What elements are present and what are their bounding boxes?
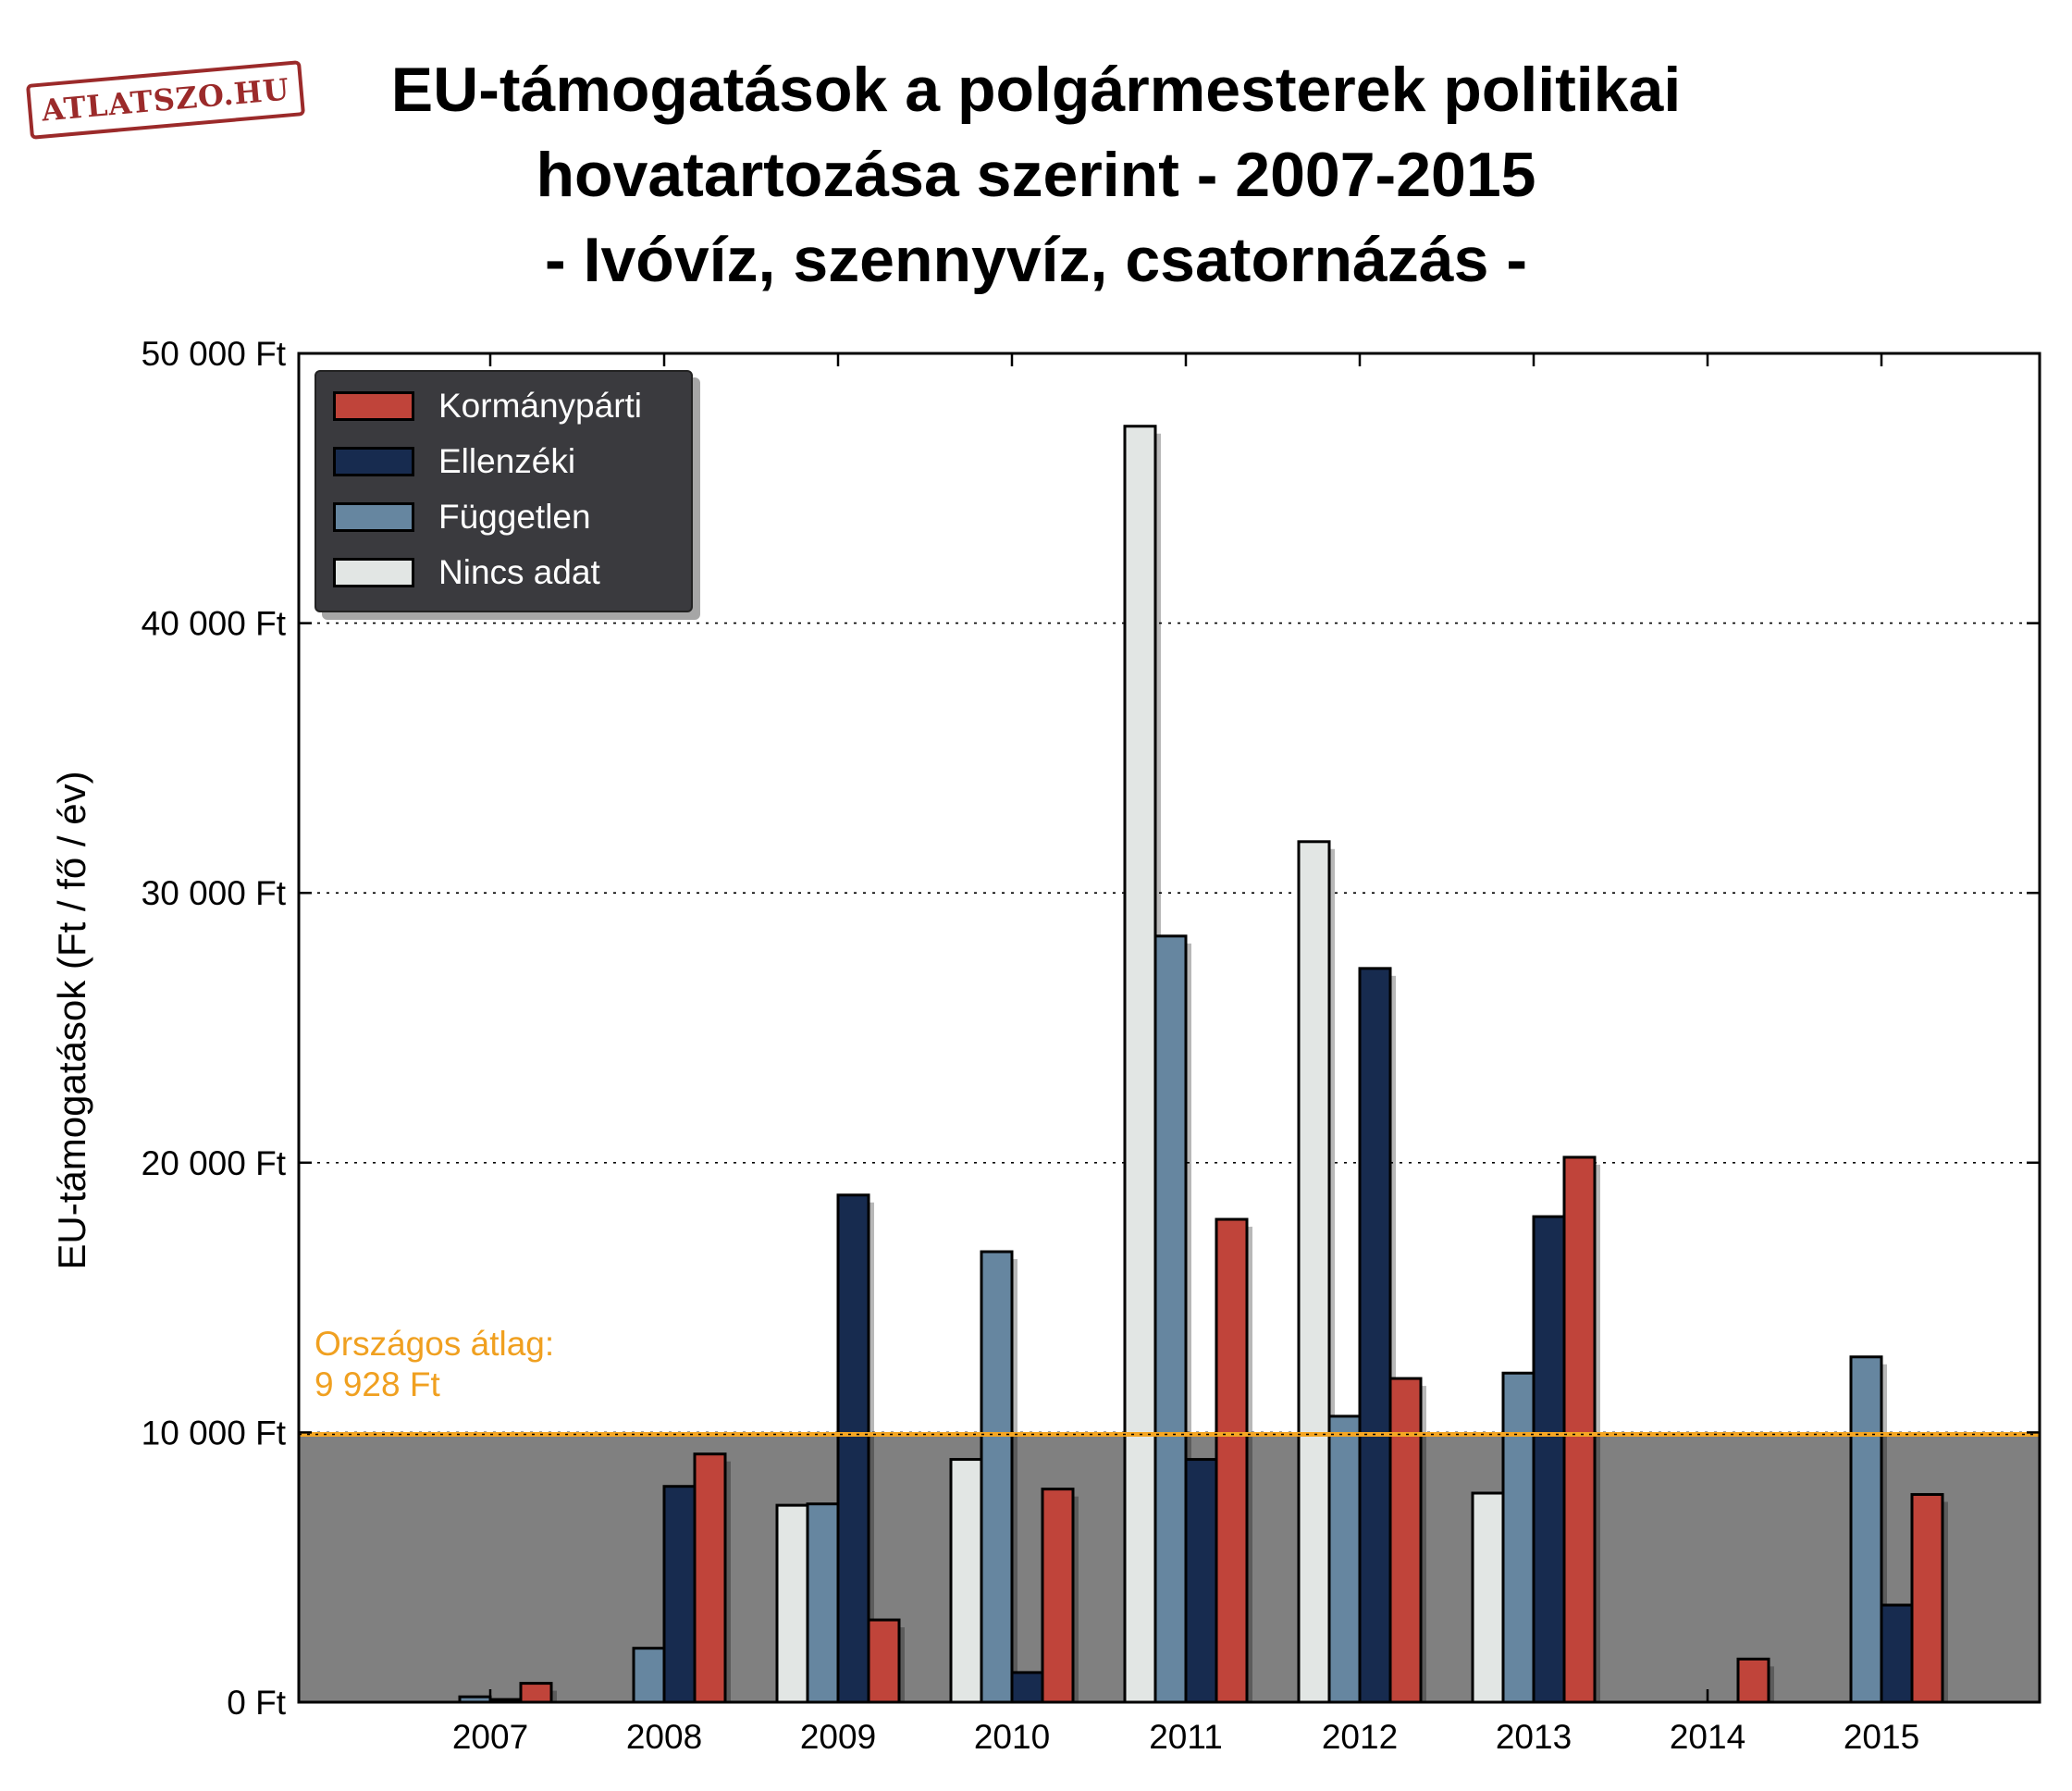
chart-title-line-1: EU-támogatások a polgármesterek politika… — [390, 55, 1682, 125]
bar — [836, 1193, 870, 1704]
bar — [1123, 425, 1157, 1704]
x-tick-label: 2012 — [1322, 1718, 1398, 1756]
bar — [1358, 967, 1392, 1704]
x-tick-label: 2007 — [452, 1718, 528, 1756]
legend-swatch-fuggetlen — [333, 502, 414, 532]
bar — [1184, 1458, 1218, 1704]
bar — [1501, 1371, 1536, 1704]
bar — [1041, 1488, 1075, 1704]
average-label-line-1: Országos átlag: — [314, 1325, 555, 1363]
bar — [1910, 1492, 1944, 1704]
legend-item-ellenzeki: Ellenzéki — [333, 438, 575, 485]
y-tick-label: 0 Ft — [227, 1684, 286, 1722]
bar — [1010, 1671, 1044, 1704]
bar — [1215, 1217, 1249, 1704]
x-tick-label: 2009 — [800, 1718, 876, 1756]
bar — [1153, 934, 1188, 1704]
bar — [693, 1452, 727, 1704]
chart-title-line-2: hovatartozása szerint - 2007-2015 — [536, 140, 1536, 210]
legend-label-kormanyparti: Kormánypárti — [438, 387, 643, 425]
legend-label-fuggetlen: Független — [438, 498, 591, 536]
x-tick-label: 2014 — [1670, 1718, 1745, 1756]
y-tick-label: 10 000 Ft — [142, 1414, 287, 1451]
legend-item-fuggetlen: Független — [333, 494, 591, 540]
bar — [949, 1458, 983, 1704]
bar — [775, 1503, 809, 1704]
bar — [806, 1502, 840, 1704]
y-tick-label: 30 000 Ft — [142, 874, 287, 912]
bar — [1880, 1603, 1914, 1704]
chart-title-line-3: - Ivóvíz, szennyvíz, csatornázás - — [545, 225, 1527, 295]
legend-item-nincs-adat: Nincs adat — [333, 550, 600, 596]
x-tick-label: 2008 — [626, 1718, 702, 1756]
legend-swatch-nincs-adat — [333, 558, 414, 587]
bar — [1562, 1155, 1597, 1704]
bar — [980, 1250, 1014, 1704]
bar — [1849, 1355, 1883, 1704]
legend-label-ellenzeki: Ellenzéki — [438, 442, 576, 480]
bar — [1532, 1215, 1566, 1704]
bar — [662, 1485, 697, 1704]
x-tick-label: 2015 — [1844, 1718, 1919, 1756]
legend-item-kormanyparti: Kormánypárti — [333, 383, 642, 429]
bar — [519, 1682, 553, 1704]
legend-swatch-ellenzeki — [333, 447, 414, 476]
chart-legend: Kormánypárti Ellenzéki Független Nincs a… — [314, 370, 693, 612]
bar — [867, 1618, 901, 1704]
x-tick-label: 2010 — [974, 1718, 1050, 1756]
bar — [1388, 1377, 1423, 1704]
y-axis-label: EU-támogatások (Ft / fő / év) — [50, 771, 93, 1270]
legend-label-nincs-adat: Nincs adat — [438, 553, 600, 591]
bar — [1297, 840, 1331, 1704]
bar — [1471, 1491, 1505, 1704]
bar — [1327, 1414, 1362, 1704]
y-tick-label: 40 000 Ft — [142, 605, 287, 643]
average-label-line-2: 9 928 Ft — [314, 1365, 440, 1403]
bar — [632, 1647, 666, 1704]
plot-frame — [297, 352, 2041, 1704]
x-tick-label: 2013 — [1496, 1718, 1572, 1756]
x-tick-label: 2011 — [1149, 1718, 1223, 1756]
y-tick-label: 50 000 Ft — [142, 335, 287, 373]
legend-swatch-kormanyparti — [333, 391, 414, 421]
bar — [1736, 1657, 1770, 1704]
y-tick-label: 20 000 Ft — [142, 1144, 287, 1182]
